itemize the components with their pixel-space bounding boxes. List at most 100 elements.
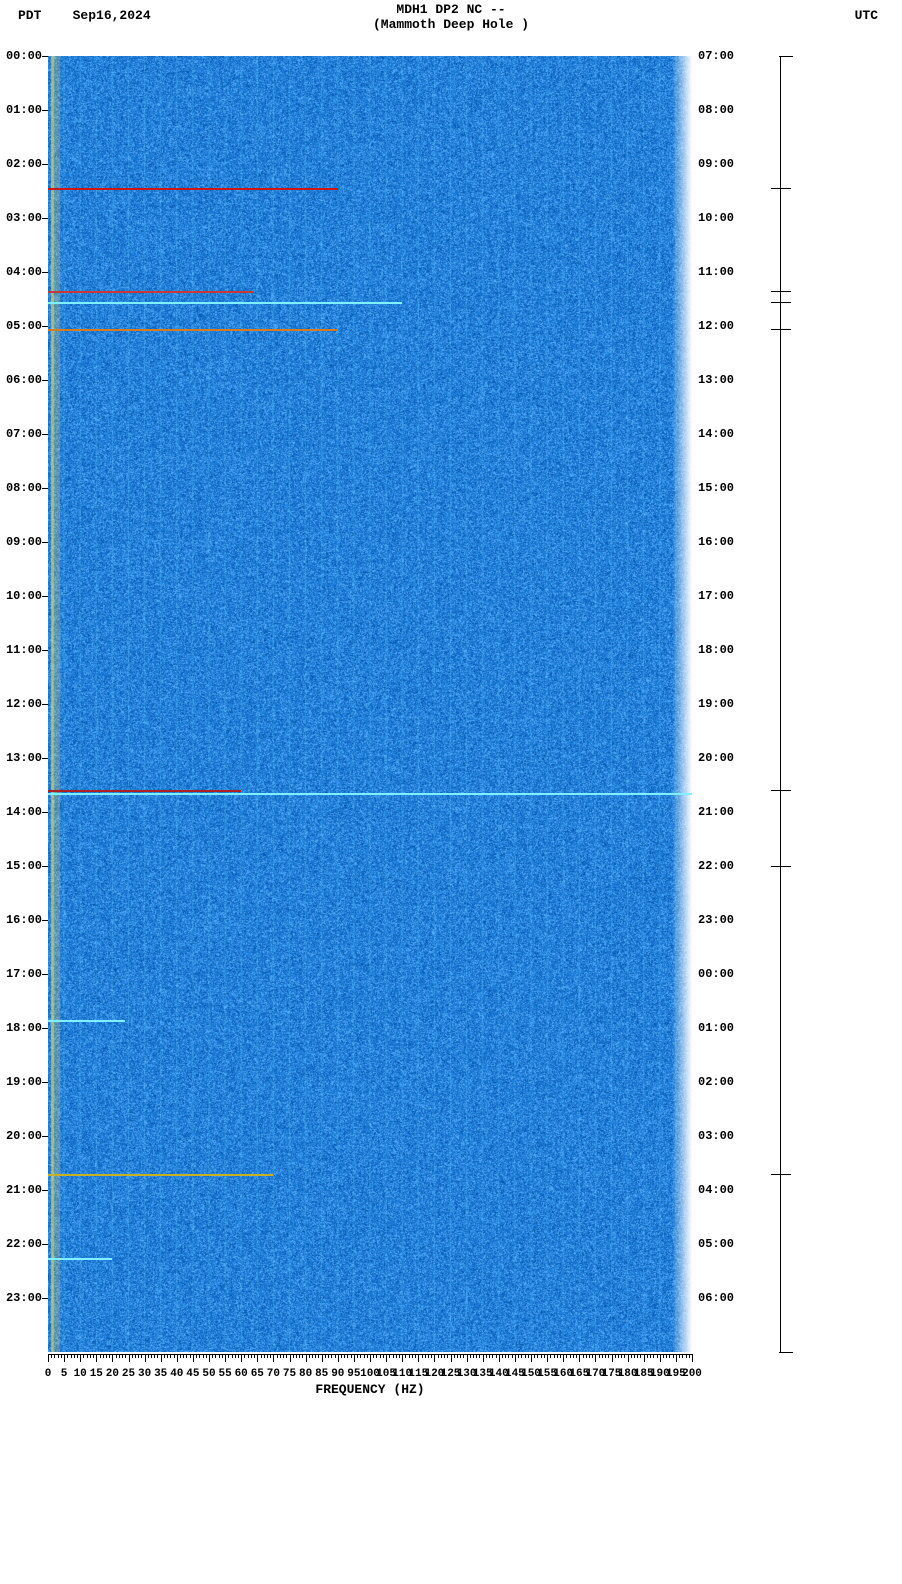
left-time-axis: 00:0001:0002:0003:0004:0005:0006:0007:00… xyxy=(0,56,48,1352)
pdt-tick xyxy=(42,866,48,867)
freq-minor-tick xyxy=(244,1354,245,1358)
freq-minor-tick xyxy=(505,1354,506,1358)
freq-minor-tick xyxy=(402,1354,403,1358)
freq-minor-tick xyxy=(347,1354,348,1358)
freq-minor-tick xyxy=(228,1354,229,1358)
header-center: MDH1 DP2 NC -- (Mammoth Deep Hole ) xyxy=(0,2,902,32)
pdt-hour-label: 14:00 xyxy=(6,806,42,818)
freq-minor-tick xyxy=(422,1354,423,1358)
utc-hour-label: 21:00 xyxy=(698,806,734,818)
freq-minor-tick xyxy=(412,1354,413,1358)
freq-minor-tick xyxy=(267,1354,268,1358)
freq-minor-tick xyxy=(248,1354,249,1358)
pdt-hour-label: 09:00 xyxy=(6,536,42,548)
amp-event-tick xyxy=(771,790,791,791)
freq-minor-tick xyxy=(193,1354,194,1358)
pdt-hour-label: 11:00 xyxy=(6,644,42,656)
freq-minor-tick xyxy=(463,1354,464,1358)
freq-minor-tick xyxy=(454,1354,455,1358)
station-line2: (Mammoth Deep Hole ) xyxy=(0,17,902,32)
freq-minor-tick xyxy=(190,1354,191,1358)
freq-minor-tick xyxy=(602,1354,603,1358)
freq-minor-tick xyxy=(663,1354,664,1358)
freq-minor-tick xyxy=(351,1354,352,1358)
utc-hour-label: 08:00 xyxy=(698,104,734,116)
freq-minor-tick xyxy=(563,1354,564,1358)
freq-minor-tick xyxy=(277,1354,278,1358)
pdt-tick xyxy=(42,110,48,111)
freq-minor-tick xyxy=(83,1354,84,1358)
freq-minor-tick xyxy=(58,1354,59,1358)
pdt-tick xyxy=(42,1082,48,1083)
freq-minor-tick xyxy=(605,1354,606,1358)
freq-minor-tick xyxy=(592,1354,593,1358)
freq-minor-tick xyxy=(653,1354,654,1358)
pdt-tick xyxy=(42,812,48,813)
freq-minor-tick xyxy=(550,1354,551,1358)
utc-hour-label: 07:00 xyxy=(698,50,734,62)
freq-minor-tick xyxy=(518,1354,519,1358)
freq-tick-label: 55 xyxy=(218,1368,231,1380)
freq-minor-tick xyxy=(186,1354,187,1358)
freq-minor-tick xyxy=(328,1354,329,1358)
freq-minor-tick xyxy=(579,1354,580,1358)
freq-minor-tick xyxy=(280,1354,281,1358)
freq-tick-label: 5 xyxy=(61,1368,68,1380)
pdt-hour-label: 15:00 xyxy=(6,860,42,872)
freq-minor-tick xyxy=(251,1354,252,1358)
freq-minor-tick xyxy=(344,1354,345,1358)
freq-tick-label: 85 xyxy=(315,1368,328,1380)
freq-minor-tick xyxy=(547,1354,548,1358)
freq-minor-tick xyxy=(541,1354,542,1358)
freq-minor-tick xyxy=(64,1354,65,1358)
freq-minor-tick xyxy=(212,1354,213,1358)
freq-minor-tick xyxy=(151,1354,152,1358)
freq-minor-tick xyxy=(103,1354,104,1358)
pdt-hour-label: 18:00 xyxy=(6,1022,42,1034)
amp-event-tick xyxy=(771,302,791,303)
freq-minor-tick xyxy=(331,1354,332,1358)
freq-minor-tick xyxy=(470,1354,471,1358)
amp-event-tick xyxy=(771,188,791,189)
freq-minor-tick xyxy=(669,1354,670,1358)
freq-minor-tick xyxy=(393,1354,394,1358)
freq-minor-tick xyxy=(637,1354,638,1358)
freq-minor-tick xyxy=(264,1354,265,1358)
freq-minor-tick xyxy=(373,1354,374,1358)
freq-minor-tick xyxy=(206,1354,207,1358)
pdt-tick xyxy=(42,488,48,489)
freq-minor-tick xyxy=(87,1354,88,1358)
freq-minor-tick xyxy=(77,1354,78,1358)
freq-minor-tick xyxy=(438,1354,439,1358)
pdt-tick xyxy=(42,380,48,381)
pdt-tick xyxy=(42,758,48,759)
freq-minor-tick xyxy=(376,1354,377,1358)
freq-minor-tick xyxy=(660,1354,661,1358)
frequency-axis: FREQUENCY (HZ) 0510152025303540455055606… xyxy=(48,1354,692,1414)
utc-hour-label: 09:00 xyxy=(698,158,734,170)
freq-minor-tick xyxy=(293,1354,294,1358)
freq-minor-tick xyxy=(199,1354,200,1358)
freq-minor-tick xyxy=(238,1354,239,1358)
freq-minor-tick xyxy=(306,1354,307,1358)
utc-hour-label: 20:00 xyxy=(698,752,734,764)
pdt-tick xyxy=(42,1190,48,1191)
freq-tick-label: 75 xyxy=(283,1368,296,1380)
freq-minor-tick xyxy=(528,1354,529,1358)
freq-minor-tick xyxy=(666,1354,667,1358)
freq-minor-tick xyxy=(573,1354,574,1358)
freq-minor-tick xyxy=(576,1354,577,1358)
freq-tick-label: 15 xyxy=(90,1368,103,1380)
utc-hour-label: 03:00 xyxy=(698,1130,734,1142)
spectrogram-plot xyxy=(48,56,692,1352)
freq-minor-tick xyxy=(415,1354,416,1358)
freq-minor-tick xyxy=(138,1354,139,1358)
freq-minor-tick xyxy=(405,1354,406,1358)
event-streak xyxy=(48,790,241,792)
freq-minor-tick xyxy=(354,1354,355,1358)
freq-minor-tick xyxy=(177,1354,178,1358)
freq-tick-label: 20 xyxy=(106,1368,119,1380)
freq-tick-label: 95 xyxy=(347,1368,360,1380)
freq-minor-tick xyxy=(161,1354,162,1358)
freq-minor-tick xyxy=(537,1354,538,1358)
